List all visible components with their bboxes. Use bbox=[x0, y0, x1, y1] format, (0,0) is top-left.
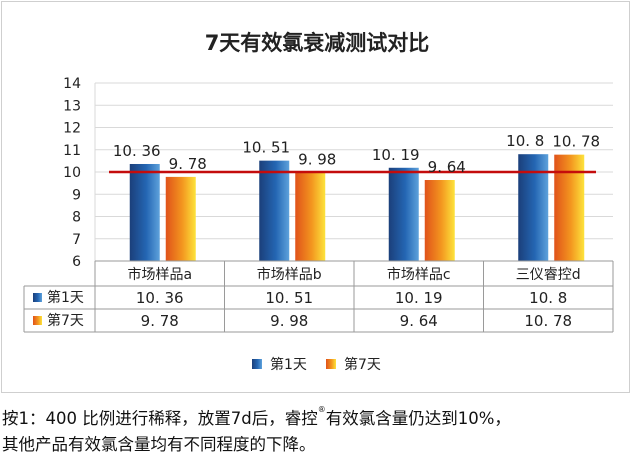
data-labels: 10. 36 9. 78 10. 51 9. 98 10. 19 9. 64 10. 8 10… bbox=[113, 132, 600, 176]
bar-day1 bbox=[259, 160, 290, 261]
registered-mark: ® bbox=[317, 405, 326, 414]
chart-frame: 7天有效氯衰减测试对比 6 7 8 9 10 11 12 13 14 10. 36 9. 78 10… bbox=[1, 1, 630, 393]
chart-title: 7天有效氯衰减测试对比 bbox=[205, 31, 430, 55]
bar-day7 bbox=[295, 172, 326, 261]
data-label: 10. 78 bbox=[552, 133, 600, 151]
table-cell: 9. 98 bbox=[270, 312, 308, 330]
bar-day1 bbox=[129, 163, 160, 261]
data-label: 10. 36 bbox=[113, 142, 161, 160]
footnote-line-2: 其他产品有效氯含量均有不同程度的下降。 bbox=[2, 435, 316, 454]
table-row-header: 第1天 bbox=[47, 289, 84, 306]
bar-day1 bbox=[388, 167, 419, 261]
y-tick-label: 12 bbox=[63, 121, 81, 137]
table-cell: 9. 64 bbox=[400, 312, 438, 330]
y-tick-label: 11 bbox=[63, 143, 81, 159]
bar-day7 bbox=[424, 180, 455, 261]
legend: 第1天 第7天 bbox=[252, 356, 381, 373]
table-cell: 10. 36 bbox=[136, 289, 184, 307]
y-tick-label: 13 bbox=[63, 98, 81, 114]
category-label: 市场样品c bbox=[387, 266, 451, 283]
y-tick-label: 8 bbox=[72, 210, 81, 226]
legend-label: 第1天 bbox=[270, 356, 307, 373]
legend-label: 第7天 bbox=[344, 356, 381, 373]
data-label: 9. 78 bbox=[169, 155, 207, 173]
footnote-line-1: 按1：400 比例进行稀释，放置7d后，睿控®有效氯含量仍达到10%， bbox=[2, 405, 511, 429]
data-label: 9. 64 bbox=[428, 158, 466, 176]
data-label: 10. 51 bbox=[242, 139, 290, 157]
table-row-header: 第7天 bbox=[47, 312, 84, 329]
bar-day1 bbox=[518, 154, 549, 261]
y-tick-label: 10 bbox=[63, 165, 81, 181]
table-legend-key bbox=[33, 316, 42, 325]
footnote-line-1-pre: 按1：400 比例进行稀释，放置7d后，睿控 bbox=[2, 409, 318, 428]
table-cell: 10. 19 bbox=[395, 289, 443, 307]
y-tick-label: 6 bbox=[72, 254, 81, 270]
table-cell: 10. 8 bbox=[529, 289, 567, 307]
data-table: 市场样品a 10. 36 9. 78 市场样品b 10. 51 9. 98 市场样品c 10.… bbox=[23, 260, 614, 333]
category-label: 市场样品a bbox=[127, 266, 192, 283]
legend-swatch bbox=[252, 359, 262, 369]
bar-day7 bbox=[165, 176, 196, 261]
data-label: 9. 98 bbox=[298, 150, 336, 168]
bar-day7 bbox=[554, 154, 585, 261]
table-cell: 10. 51 bbox=[265, 289, 313, 307]
bars bbox=[109, 154, 596, 261]
y-tick-label: 14 bbox=[63, 76, 81, 92]
y-axis: 6 7 8 9 10 11 12 13 14 bbox=[63, 76, 81, 270]
table-legend-key bbox=[33, 293, 42, 302]
data-label: 10. 8 bbox=[506, 132, 544, 150]
y-tick-label: 9 bbox=[72, 187, 81, 203]
data-label: 10. 19 bbox=[372, 146, 420, 164]
y-tick-label: 7 bbox=[72, 232, 81, 248]
category-label: 市场样品b bbox=[257, 266, 322, 283]
category-label: 三仪睿控d bbox=[516, 267, 581, 283]
legend-swatch bbox=[326, 359, 336, 369]
footnote-line-1-post: 有效氯含量仍达到10%， bbox=[325, 409, 511, 428]
table-cell: 9. 78 bbox=[141, 312, 179, 330]
table-cell: 10. 78 bbox=[524, 312, 572, 330]
